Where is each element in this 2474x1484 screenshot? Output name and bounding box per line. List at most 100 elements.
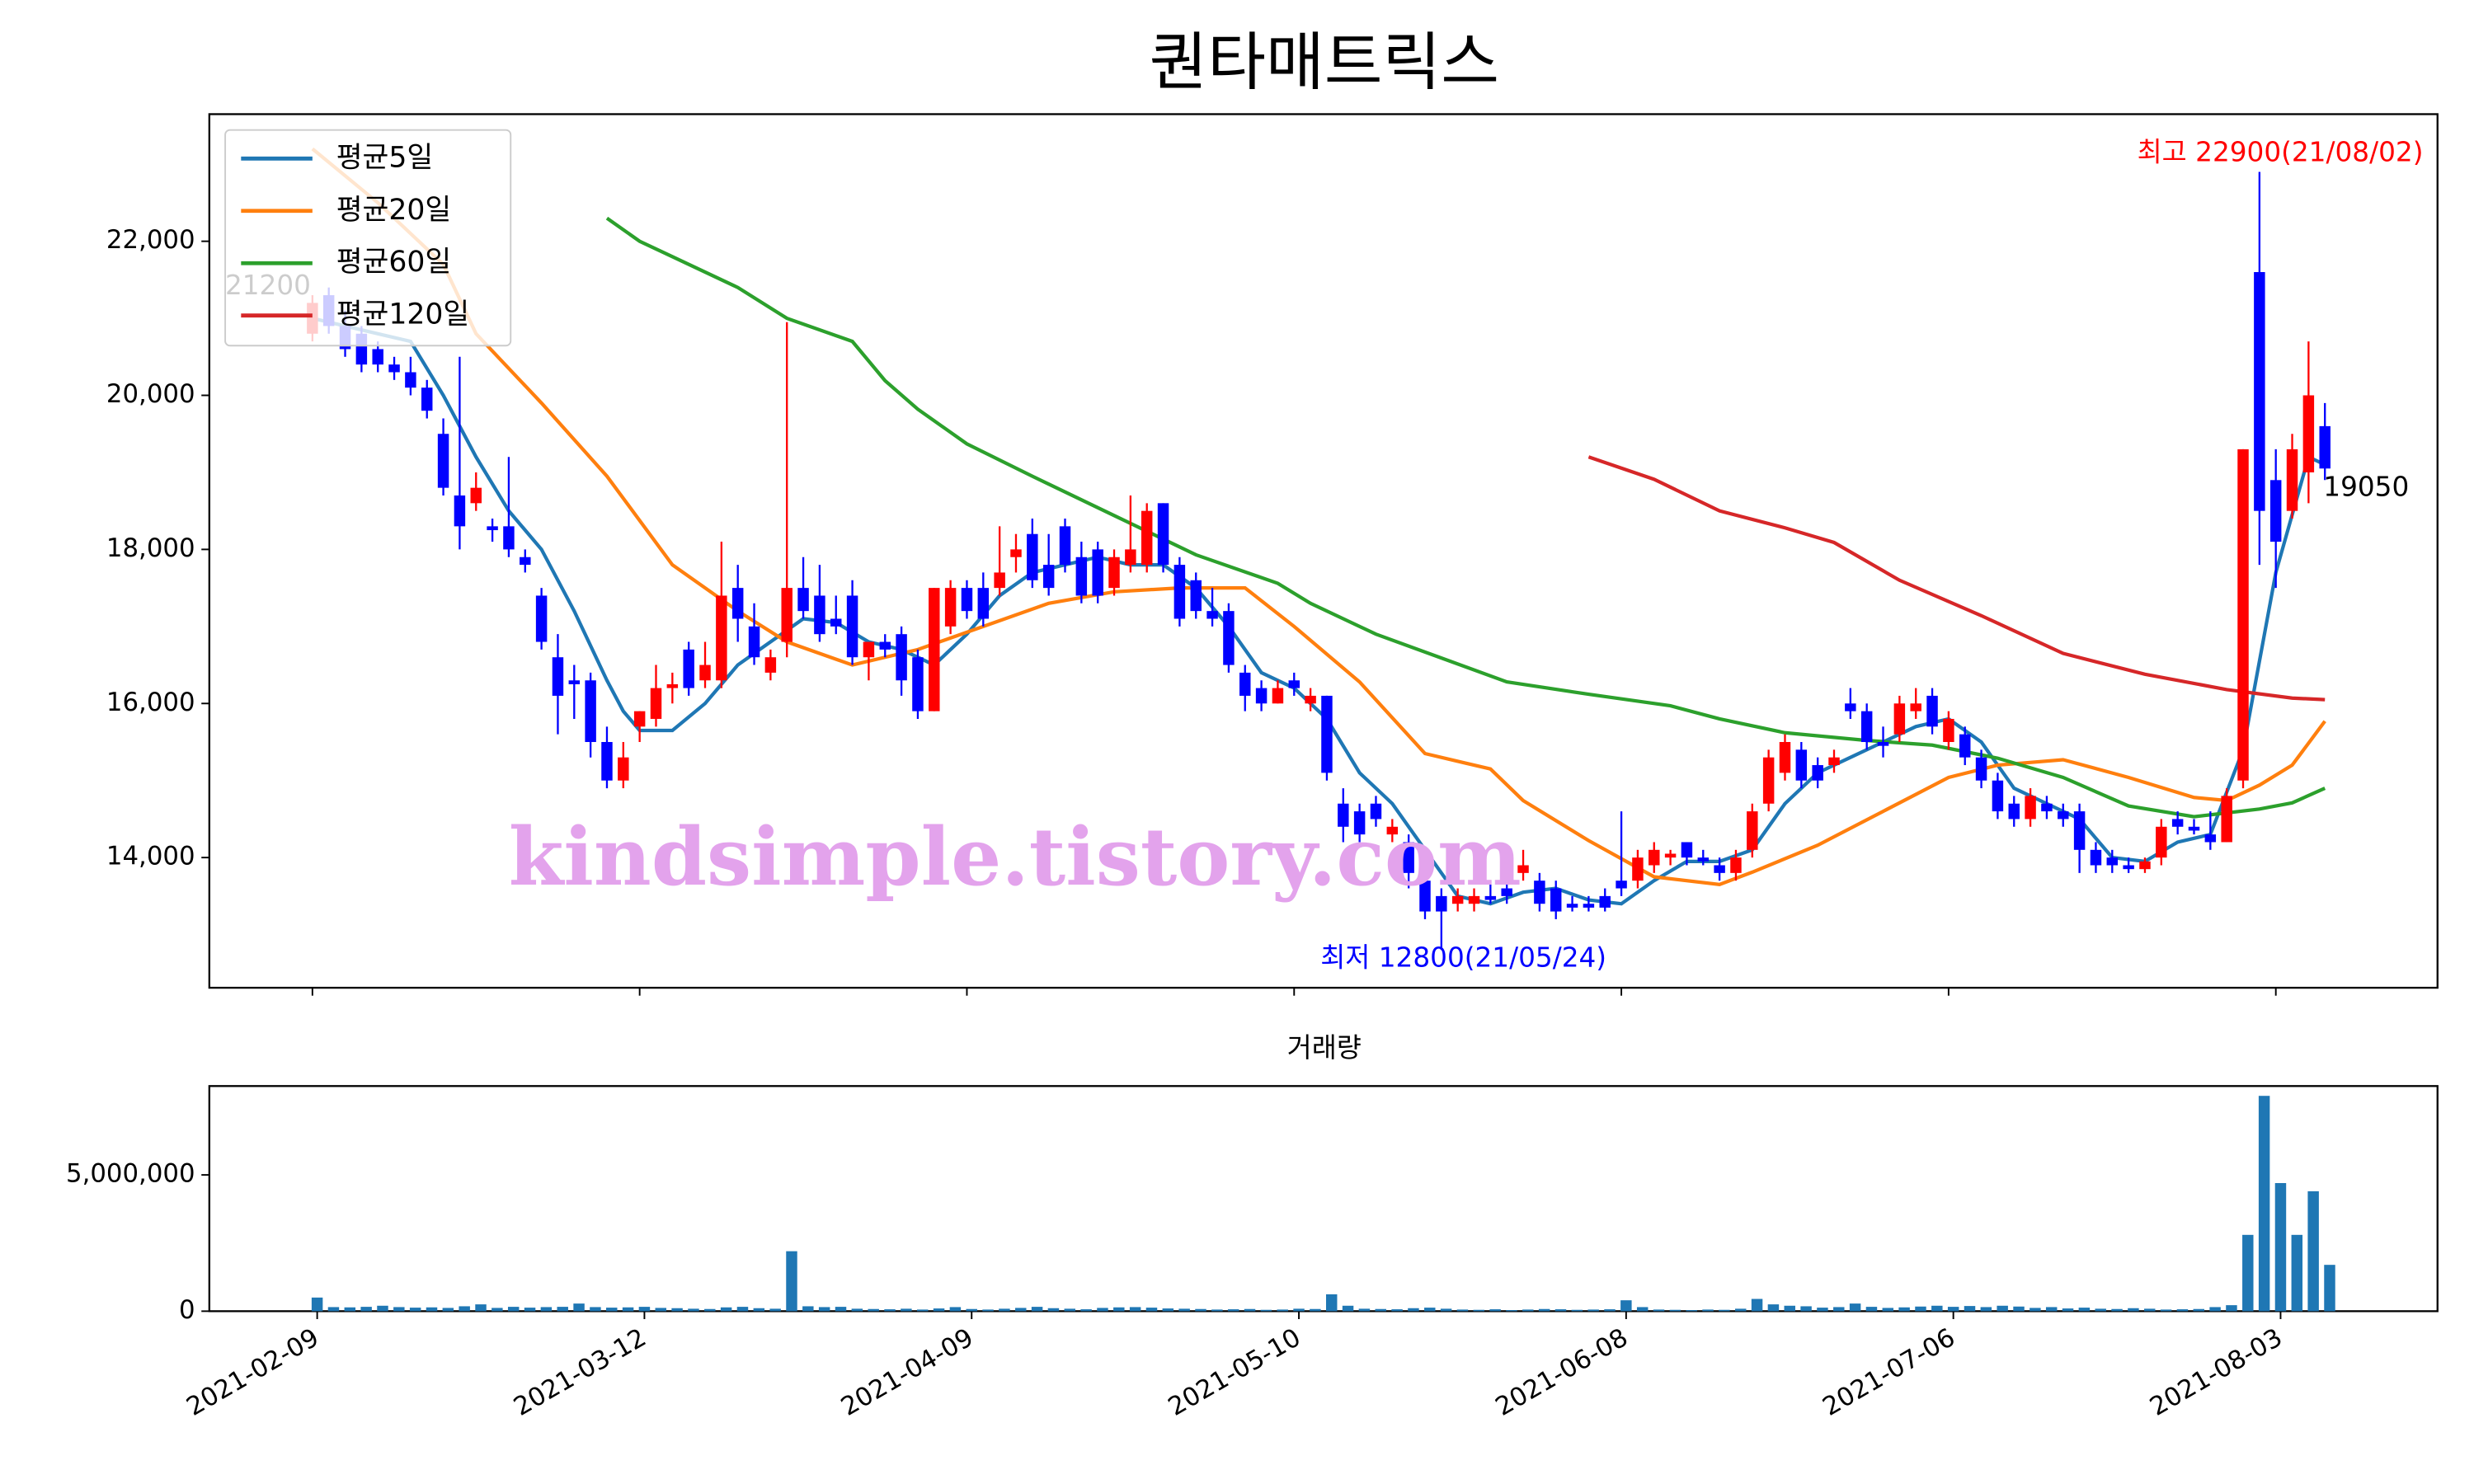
candle-body — [1910, 703, 1921, 711]
candle-body — [1190, 580, 1202, 612]
candle-body — [1566, 904, 1578, 908]
annotation: 최저 12800(21/05/24) — [1320, 942, 1606, 973]
volume-bar — [2128, 1308, 2139, 1312]
volume-bar — [1964, 1306, 1976, 1312]
candle-body — [1141, 510, 1153, 566]
volume-bar — [1882, 1308, 1894, 1312]
candle-body — [1338, 803, 1349, 827]
volume-bar — [2013, 1306, 2025, 1312]
volume-bar — [311, 1297, 323, 1312]
candle-body — [896, 634, 907, 681]
candle-body — [568, 680, 581, 684]
volume-bar — [802, 1306, 814, 1312]
volume-bar — [1162, 1308, 1174, 1312]
candle-body — [1108, 556, 1120, 589]
volume-bar — [1047, 1308, 1060, 1312]
candle-body — [1288, 680, 1300, 688]
candle-body — [944, 588, 957, 627]
candle-body — [372, 349, 383, 365]
candle-body — [1893, 703, 1906, 735]
candle-body — [2090, 849, 2102, 866]
candle-body — [1959, 734, 1971, 758]
candle-body — [748, 626, 760, 658]
x-tick-label: 2021-05-10 — [1164, 1322, 1306, 1422]
volume-bar — [1587, 1309, 1599, 1312]
moving-averages — [311, 147, 2326, 906]
legend-label: 평균60일 — [336, 246, 452, 279]
candle-body — [1321, 695, 1333, 773]
volume-bar — [344, 1307, 356, 1312]
candle-body — [585, 680, 596, 743]
volume-bar — [426, 1307, 438, 1312]
candle-body — [2204, 834, 2217, 843]
candle-body — [552, 657, 564, 696]
volume-bar — [999, 1308, 1010, 1312]
candle-body — [437, 434, 449, 488]
volume-bar — [901, 1308, 912, 1312]
volume-bar — [1031, 1307, 1043, 1312]
candle-body — [2221, 796, 2232, 843]
candle-body — [1828, 757, 1840, 766]
candle-body — [421, 387, 433, 411]
volume-bar — [1734, 1308, 1747, 1312]
volume-bar — [786, 1251, 797, 1312]
candle-body — [1762, 757, 1775, 804]
candle-body — [1223, 611, 1235, 665]
watermark: kindsimple.tistory.com — [509, 810, 1522, 904]
candle-body — [1517, 865, 1529, 873]
candle-body — [1272, 688, 1284, 704]
volume-bar — [1522, 1309, 1534, 1312]
volume-bar — [982, 1309, 994, 1312]
volume-bar — [540, 1307, 553, 1312]
volume-bar — [916, 1309, 929, 1312]
candle-body — [2073, 811, 2086, 850]
candle-body — [1255, 688, 1268, 704]
candle-body — [994, 572, 1005, 589]
candle-body — [1599, 895, 1611, 908]
volume-bar — [671, 1308, 683, 1312]
price-axes — [208, 113, 2439, 989]
volume-bar — [1244, 1308, 1256, 1312]
candle-body — [830, 618, 842, 627]
volume-bar — [949, 1307, 962, 1312]
volume-bar — [524, 1308, 536, 1312]
candle-body — [1239, 672, 1251, 696]
candle-body — [2041, 803, 2053, 812]
candle-body — [764, 657, 777, 673]
volume-bar — [933, 1308, 945, 1312]
x-tick-label: 2021-04-09 — [836, 1322, 979, 1422]
volume-bar — [2111, 1308, 2123, 1312]
annotation: 19050 — [2323, 471, 2409, 502]
candles — [307, 171, 2331, 951]
candle-body — [1975, 757, 1987, 781]
volume-bar — [736, 1307, 749, 1312]
volume-bar — [1980, 1307, 1992, 1312]
volume-bar — [753, 1308, 765, 1312]
volume-bar — [1947, 1307, 1959, 1312]
y-tick-label: 22,000 — [106, 225, 195, 255]
volume-bar — [769, 1308, 781, 1312]
candle-body — [535, 595, 548, 642]
candle-body — [1125, 549, 1136, 566]
volume-bar — [655, 1308, 666, 1312]
candle-body — [683, 649, 694, 688]
volume-bar — [1129, 1307, 1141, 1312]
volume-bar — [2274, 1183, 2287, 1312]
volume-bar — [606, 1308, 618, 1312]
volume-bar — [2030, 1308, 2041, 1312]
volume-bar — [1554, 1309, 1567, 1312]
candle-body — [1845, 703, 1856, 711]
volume-bar — [1408, 1308, 1419, 1312]
legend-label: 평균5일 — [336, 141, 434, 174]
volume-bar — [1260, 1309, 1272, 1312]
candle-body — [1403, 842, 1414, 873]
volume-bar — [2324, 1265, 2335, 1312]
candle-body — [1730, 857, 1742, 873]
volume-bar — [1342, 1305, 1354, 1312]
candle-body — [2139, 861, 2151, 870]
volume-bar — [835, 1307, 847, 1312]
candle-body — [503, 526, 515, 550]
legend-label: 평균120일 — [336, 298, 470, 331]
volume-bar — [1915, 1306, 1926, 1312]
candle-body — [1092, 549, 1103, 596]
